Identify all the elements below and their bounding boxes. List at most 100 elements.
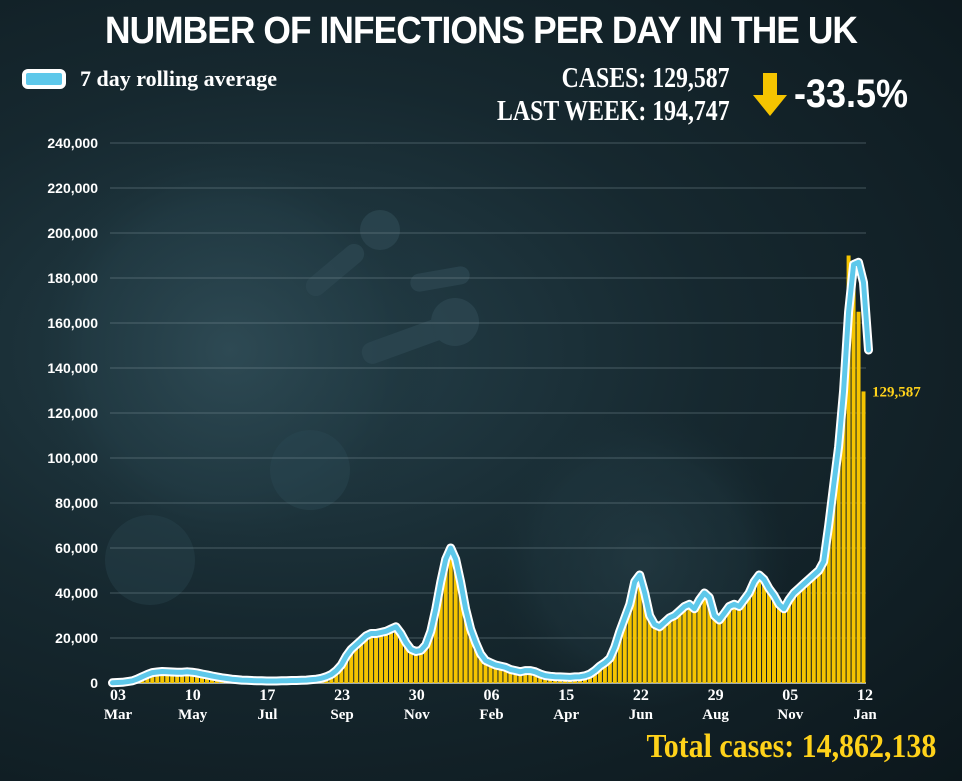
bar <box>453 559 458 683</box>
bar <box>508 669 513 683</box>
x-tick-day: 29 <box>708 687 724 704</box>
x-tick-day: 05 <box>782 687 798 704</box>
down-arrow-icon <box>753 72 787 116</box>
bar <box>856 311 861 683</box>
bar <box>826 525 831 683</box>
bar <box>836 446 841 683</box>
bar <box>672 615 677 683</box>
bar <box>697 599 702 683</box>
x-tick-month: May <box>178 707 208 723</box>
bar <box>786 599 791 683</box>
bar <box>463 608 468 683</box>
bar <box>727 606 732 683</box>
bar <box>597 666 602 683</box>
bar <box>692 608 697 683</box>
bar <box>403 642 408 683</box>
bar <box>816 570 821 683</box>
bar <box>602 662 607 683</box>
y-tick-label: 120,000 <box>47 405 98 421</box>
bar <box>483 660 488 683</box>
bar <box>667 617 672 683</box>
y-tick-label: 0 <box>90 675 98 691</box>
bar <box>811 575 816 683</box>
legend-label: 7 day rolling average <box>80 66 277 91</box>
x-tick-month: Aug <box>702 707 729 723</box>
y-tick-label: 60,000 <box>55 540 98 556</box>
bar <box>488 662 493 683</box>
bar <box>752 581 757 683</box>
bar <box>781 608 786 683</box>
change-percent: -33.5% <box>794 72 909 116</box>
y-tick-label: 140,000 <box>47 360 98 376</box>
bar <box>438 581 443 683</box>
bar <box>175 672 180 683</box>
rolling-average-line <box>110 259 871 686</box>
bar <box>528 670 533 683</box>
bar <box>612 647 617 683</box>
bar <box>722 613 727 683</box>
bar <box>677 611 682 683</box>
bar <box>617 631 622 683</box>
bar <box>747 593 752 683</box>
bar <box>647 615 652 683</box>
bar <box>712 615 717 683</box>
x-tick-day: 17 <box>259 687 275 704</box>
bar <box>398 633 403 683</box>
bar <box>821 561 826 683</box>
bar <box>707 597 712 683</box>
bar <box>418 650 423 683</box>
bar <box>185 671 190 683</box>
x-tick-day: 15 <box>558 687 574 704</box>
bar <box>861 391 866 683</box>
bar <box>657 626 662 683</box>
bar <box>771 595 776 683</box>
x-tick-day: 30 <box>409 687 425 704</box>
x-tick-month: Feb <box>479 707 503 723</box>
bar <box>513 670 518 683</box>
bar <box>498 666 503 683</box>
bar <box>344 656 349 683</box>
bar <box>846 255 851 683</box>
bar <box>687 604 692 683</box>
bar <box>458 581 463 683</box>
bar <box>796 588 801 683</box>
bar <box>428 631 433 683</box>
bar <box>339 665 344 683</box>
bar <box>732 604 737 683</box>
bar <box>518 671 523 683</box>
bar <box>448 548 453 683</box>
legend: 7 day rolling average <box>22 66 277 92</box>
bar <box>851 271 856 683</box>
x-tick-day: 03 <box>110 687 126 704</box>
x-tick-month: Mar <box>104 707 133 723</box>
y-tick-label: 20,000 <box>55 630 98 646</box>
bar <box>622 617 627 683</box>
bar <box>592 670 597 683</box>
bar <box>393 626 398 683</box>
bar <box>443 559 448 683</box>
bar <box>354 644 359 683</box>
y-tick-label: 100,000 <box>47 450 98 466</box>
y-tick-label: 240,000 <box>47 135 98 151</box>
x-tick-month: Sep <box>330 707 353 723</box>
bar <box>359 640 364 683</box>
weekly-change: -33.5% <box>752 72 921 117</box>
bar <box>408 649 413 683</box>
bar <box>702 593 707 683</box>
bar <box>374 633 379 683</box>
bar <box>742 599 747 683</box>
y-tick-label: 40,000 <box>55 585 98 601</box>
bar <box>468 629 473 683</box>
x-tick-day: 22 <box>633 687 649 704</box>
x-tick-day: 10 <box>185 687 201 704</box>
bar <box>150 672 155 683</box>
x-tick-month: Apr <box>553 707 579 723</box>
bar <box>632 581 637 683</box>
bar <box>478 653 483 683</box>
bar <box>334 670 339 683</box>
bar <box>533 671 538 683</box>
bar <box>662 622 667 683</box>
case-stats: CASES: 129,587 LAST WEEK: 194,747 <box>497 62 730 128</box>
bar <box>413 651 418 683</box>
y-tick-label: 200,000 <box>47 225 98 241</box>
